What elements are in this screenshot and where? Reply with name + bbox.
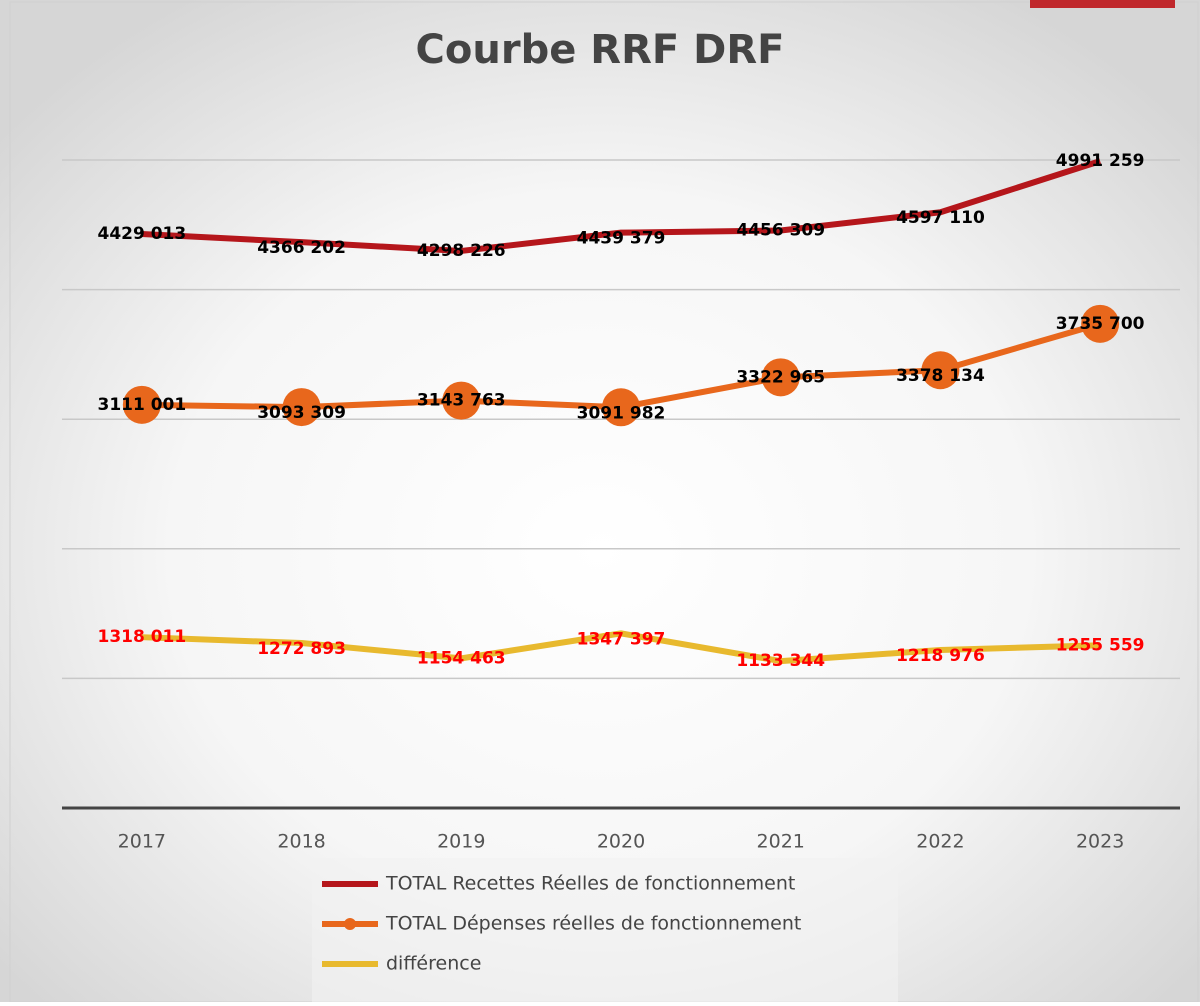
marker [602, 388, 640, 427]
marker [761, 358, 800, 397]
value-label: 1318 011 [97, 627, 186, 647]
marker [442, 381, 481, 420]
corner-tab [1030, 0, 1175, 8]
x-tick-label: 2022 [916, 831, 964, 853]
value-label: 1272 893 [257, 639, 346, 659]
value-label: 4456 309 [736, 220, 825, 240]
x-tick-label: 2021 [757, 831, 805, 853]
value-label: 3111 001 [97, 395, 186, 415]
value-label: 4298 226 [417, 241, 506, 261]
value-label: 1154 463 [417, 648, 506, 668]
value-label: 1255 559 [1056, 635, 1145, 655]
x-tick-label: 2020 [597, 831, 645, 853]
legend-box [312, 858, 898, 1002]
value-label: 3093 309 [257, 403, 346, 423]
value-label: 3143 763 [417, 391, 506, 411]
legend-label: TOTAL Recettes Réelles de fonctionnement [385, 873, 795, 895]
legend-label: différence [386, 953, 481, 975]
marker [282, 388, 321, 427]
value-label: 1347 397 [577, 629, 666, 649]
legend-label: TOTAL Dépenses réelles de fonctionnement [385, 913, 801, 935]
marker [122, 385, 161, 424]
value-label: 4439 379 [577, 229, 666, 249]
marker [1081, 304, 1120, 343]
value-label: 1133 344 [736, 651, 825, 671]
series-line [141, 630, 1101, 665]
value-label: 3735 700 [1056, 314, 1145, 334]
x-tick-label: 2018 [277, 831, 325, 853]
chart-title: Courbe RRF DRF [416, 27, 785, 73]
value-label: 1218 976 [896, 646, 985, 666]
x-tick-label: 2023 [1076, 831, 1124, 853]
value-label: 3322 965 [736, 367, 825, 387]
series-line [141, 158, 1102, 254]
value-label: 4366 202 [257, 238, 346, 258]
value-label: 3378 134 [896, 366, 985, 386]
x-tick-label: 2019 [437, 831, 485, 853]
value-label: 4597 110 [896, 208, 985, 228]
x-tick-label: 2017 [118, 831, 166, 853]
value-label: 4991 259 [1056, 151, 1145, 171]
value-label: 4429 013 [97, 224, 186, 244]
value-label: 3091 982 [577, 403, 666, 423]
legend-marker [344, 918, 356, 930]
marker [921, 351, 960, 390]
